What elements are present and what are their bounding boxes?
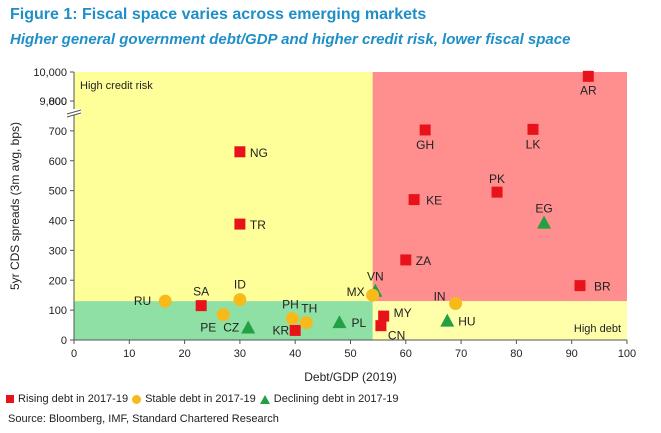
marks-layer: [158, 70, 594, 336]
point-pk: [491, 186, 503, 198]
point-ru: [158, 294, 172, 308]
point-th: [299, 316, 313, 330]
x-tick-label: 10: [123, 348, 135, 360]
point-label-pe: PE: [200, 321, 216, 335]
x-axis-title: Debt/GDP (2019): [304, 370, 397, 384]
point-label-cn: CN: [388, 329, 405, 343]
point-label-id: ID: [234, 278, 246, 292]
point-label-mx: MX: [347, 285, 365, 299]
y-tick-label: 400: [49, 216, 67, 228]
x-tick-label: 30: [234, 348, 246, 360]
y-tick-label: 100: [49, 305, 67, 317]
y-axis-title: 5yr CDS spreads (3m avg, bps): [8, 122, 22, 290]
y-tick-label: 0: [61, 335, 67, 347]
point-ph: [285, 311, 299, 325]
point-label-gh: GH: [416, 138, 434, 152]
legend: Rising debt in 2017-19 Stable debt in 20…: [6, 393, 403, 405]
legend-label-declining: Declining debt in 2017-19: [273, 393, 399, 405]
point-label-kr: KR: [273, 323, 290, 337]
point-label-ph: PH: [282, 297, 299, 311]
point-ar: [582, 70, 594, 82]
point-label-ar: AR: [580, 83, 597, 97]
zone-label-high-debt: High debt: [574, 323, 621, 335]
point-label-eg: EG: [535, 202, 552, 216]
point-pe: [216, 308, 230, 322]
point-ng: [234, 146, 246, 158]
point-my: [378, 310, 390, 322]
y-tick-label: 300: [49, 245, 67, 257]
x-tick-label: 20: [178, 348, 190, 360]
point-label-cz: CZ: [223, 320, 239, 334]
legend-item-declining: Declining debt in 2017-19: [259, 393, 399, 405]
point-kr: [289, 324, 301, 336]
x-tick-label: 50: [344, 348, 356, 360]
y-tick-label: 600: [49, 156, 67, 168]
legend-label-stable: Stable debt in 2017-19: [145, 393, 256, 405]
point-label-ke: KE: [426, 194, 442, 208]
point-label-pk: PK: [489, 172, 505, 186]
red-square-icon: [6, 395, 14, 403]
yellow-circle-icon: [132, 394, 142, 404]
chart-title: Figure 1: Fiscal space varies across eme…: [10, 6, 427, 23]
point-cn: [375, 320, 387, 332]
zone-high-debt: [372, 301, 627, 340]
point-sa: [195, 300, 207, 312]
point-pl: [332, 315, 347, 329]
x-tick-label: 40: [289, 348, 301, 360]
point-label-my: MY: [394, 306, 412, 320]
point-label-hu: HU: [458, 315, 475, 329]
source-note: Source: Bloomberg, IMF, Standard Charter…: [8, 413, 279, 425]
point-label-pl: PL: [351, 316, 366, 330]
x-tick-label: 70: [455, 348, 467, 360]
legend-item-stable: Stable debt in 2017-19: [132, 393, 256, 405]
point-za: [400, 254, 412, 266]
point-label-tr: TR: [250, 218, 266, 232]
point-label-ru: RU: [134, 294, 151, 308]
point-label-lk: LK: [526, 137, 541, 151]
point-cz: [241, 320, 256, 334]
green-triangle-icon: [259, 394, 270, 404]
x-tick-label: 90: [566, 348, 578, 360]
y-tick-label: 700: [49, 126, 67, 138]
point-label-za: ZA: [416, 254, 431, 268]
point-id: [233, 293, 247, 307]
point-label-br: BR: [594, 280, 611, 294]
point-in: [449, 297, 463, 311]
point-br: [574, 280, 586, 292]
y-tick-label: 9,000: [39, 96, 67, 108]
zone-high-credit-risk: [74, 72, 373, 302]
point-label-ng: NG: [250, 146, 268, 160]
point-gh: [419, 124, 431, 136]
zone-label-high-credit-risk: High credit risk: [80, 80, 153, 92]
legend-label-rising: Rising debt in 2017-19: [18, 393, 129, 405]
x-tick-label: 100: [618, 348, 636, 360]
y-tick-label: 500: [49, 186, 67, 198]
point-ke: [408, 194, 420, 206]
point-tr: [234, 218, 246, 230]
point-label-th: TH: [301, 302, 317, 316]
x-tick-label: 80: [510, 348, 522, 360]
labels-layer: High credit risk High debt AR NG GH LK PK KE TR Z…: [80, 80, 621, 343]
point-label-in: IN: [434, 290, 446, 304]
axis-break-mark: [66, 109, 82, 115]
axis-break-mark: [66, 112, 82, 118]
point-eg: [537, 215, 552, 229]
y-tick-label: 10,000: [33, 67, 67, 79]
chart-subtitle: Higher general government debt/GDP and h…: [10, 31, 571, 48]
y-tick-label: 200: [49, 275, 67, 287]
point-label-vn: VN: [367, 270, 384, 284]
zone-high-debt-high-risk: [372, 72, 627, 302]
point-hu: [440, 313, 455, 327]
legend-item-rising: Rising debt in 2017-19: [6, 393, 128, 405]
point-label-sa: SA: [193, 285, 209, 299]
x-tick-label: 0: [71, 348, 77, 360]
point-lk: [527, 123, 539, 135]
y-tick-label: 800: [49, 96, 67, 108]
x-tick-label: 60: [400, 348, 412, 360]
point-mx: [366, 288, 380, 302]
